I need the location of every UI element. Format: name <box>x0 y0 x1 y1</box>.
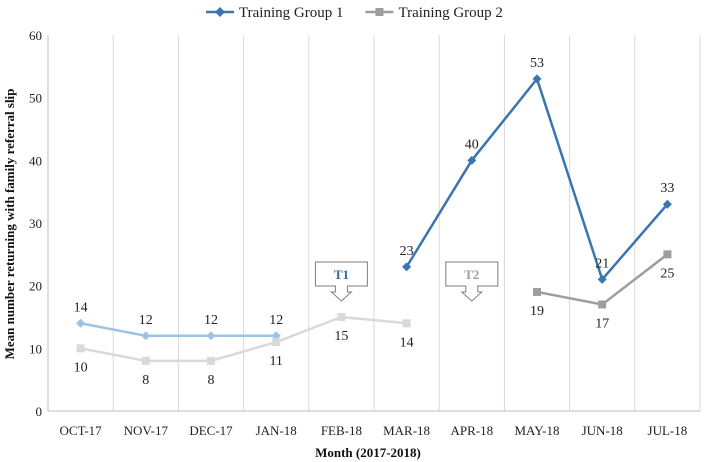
y-tick-labels: 0 10 20 30 40 50 60 <box>29 28 42 419</box>
x-tick-label: MAY-18 <box>514 423 559 438</box>
data-label: 12 <box>269 313 283 328</box>
data-label: 11 <box>269 354 282 369</box>
callout-label: T2 <box>464 267 479 282</box>
data-point-square <box>402 319 411 328</box>
series-line-segment <box>535 77 604 281</box>
data-point-diamond <box>141 331 151 341</box>
data-labels: 14 12 12 12 23 40 53 21 33 10 8 8 11 15 14 19 17 25 <box>74 56 675 388</box>
series-line-segment <box>600 253 669 306</box>
data-label: 14 <box>400 335 414 350</box>
data-point-square <box>663 250 672 259</box>
series-line-segment <box>79 347 148 363</box>
data-label: 8 <box>142 373 149 388</box>
series-line-segment <box>79 322 148 338</box>
series-line-segment <box>535 290 604 306</box>
data-point-diamond <box>402 262 412 272</box>
callout-arrow-box <box>445 261 499 302</box>
x-axis-title: Month (2017-2018) <box>315 445 421 460</box>
x-tick-label: MAR-18 <box>383 423 430 438</box>
data-point-square <box>337 313 346 321</box>
callout-label: T1 <box>334 267 349 282</box>
data-point-square <box>207 356 215 365</box>
legend-entry: Training Group 2 <box>398 5 502 21</box>
data-label: 8 <box>208 373 215 388</box>
data-label: 23 <box>400 244 414 259</box>
data-label: 12 <box>139 313 153 328</box>
annotations: T1 T2 <box>314 261 499 302</box>
data-point-diamond <box>662 199 672 209</box>
y-tick-label: 50 <box>29 91 42 106</box>
data-label: 12 <box>204 313 218 328</box>
data-point-diamond <box>597 274 607 284</box>
data-label: 19 <box>530 304 544 319</box>
data-label: 25 <box>660 266 674 281</box>
x-tick-label: OCT-17 <box>60 423 103 438</box>
x-tick-labels: OCT-17 NOV-17 DEC-17 JAN-18 FEB-18 MAR-18 APR-… <box>60 423 688 438</box>
data-label: 33 <box>660 181 674 196</box>
data-point-square <box>533 287 541 296</box>
data-point-diamond <box>467 155 477 165</box>
data-label: 21 <box>595 256 609 271</box>
y-tick-label: 20 <box>29 279 42 294</box>
legend: Training Group 1 Training Group 2 <box>206 5 503 21</box>
data-label: 10 <box>74 360 88 375</box>
gridlines <box>112 35 701 411</box>
data-point-diamond <box>271 331 281 341</box>
y-tick-label: 60 <box>29 28 42 43</box>
x-tick-label: APR-18 <box>450 423 493 438</box>
data-label: 17 <box>595 316 609 331</box>
legend-entry: Training Group 1 <box>239 5 343 21</box>
data-point-square <box>76 344 85 353</box>
data-label: 40 <box>465 137 479 152</box>
series-line-segment <box>600 202 669 281</box>
y-tick-label: 30 <box>29 216 42 231</box>
legend-marker <box>215 7 225 17</box>
callout-arrow-box <box>314 261 368 302</box>
data-point-square <box>141 356 150 365</box>
series-line-segment <box>470 77 539 162</box>
x-tick-label: NOV-17 <box>124 423 169 438</box>
data-point-diamond <box>206 331 216 341</box>
data-point-diamond <box>76 318 86 328</box>
y-tick-label: 40 <box>29 153 42 168</box>
series-line-segment <box>274 315 343 344</box>
data-label: 53 <box>530 56 544 71</box>
legend-marker <box>375 8 384 16</box>
series-lines <box>76 74 672 365</box>
data-point-diamond <box>532 74 542 84</box>
y-axis-title: Mean number returning with family referr… <box>2 89 17 360</box>
y-tick-label: 10 <box>29 341 42 356</box>
series-line-segment <box>340 315 408 325</box>
y-tick-label: 0 <box>36 404 43 419</box>
data-point-square <box>272 338 281 347</box>
x-tick-label: JUN-18 <box>582 423 623 438</box>
series-line-segment <box>209 340 278 363</box>
data-label: 15 <box>334 329 348 344</box>
x-tick-label: JAN-18 <box>256 423 297 438</box>
series-line-segment <box>405 159 474 269</box>
x-tick-label: DEC-17 <box>189 423 233 438</box>
x-tick-label: FEB-18 <box>321 423 362 438</box>
axes <box>47 35 700 412</box>
data-label: 14 <box>74 300 88 315</box>
data-point-square <box>598 300 607 309</box>
x-tick-label: JUL-18 <box>648 423 688 438</box>
